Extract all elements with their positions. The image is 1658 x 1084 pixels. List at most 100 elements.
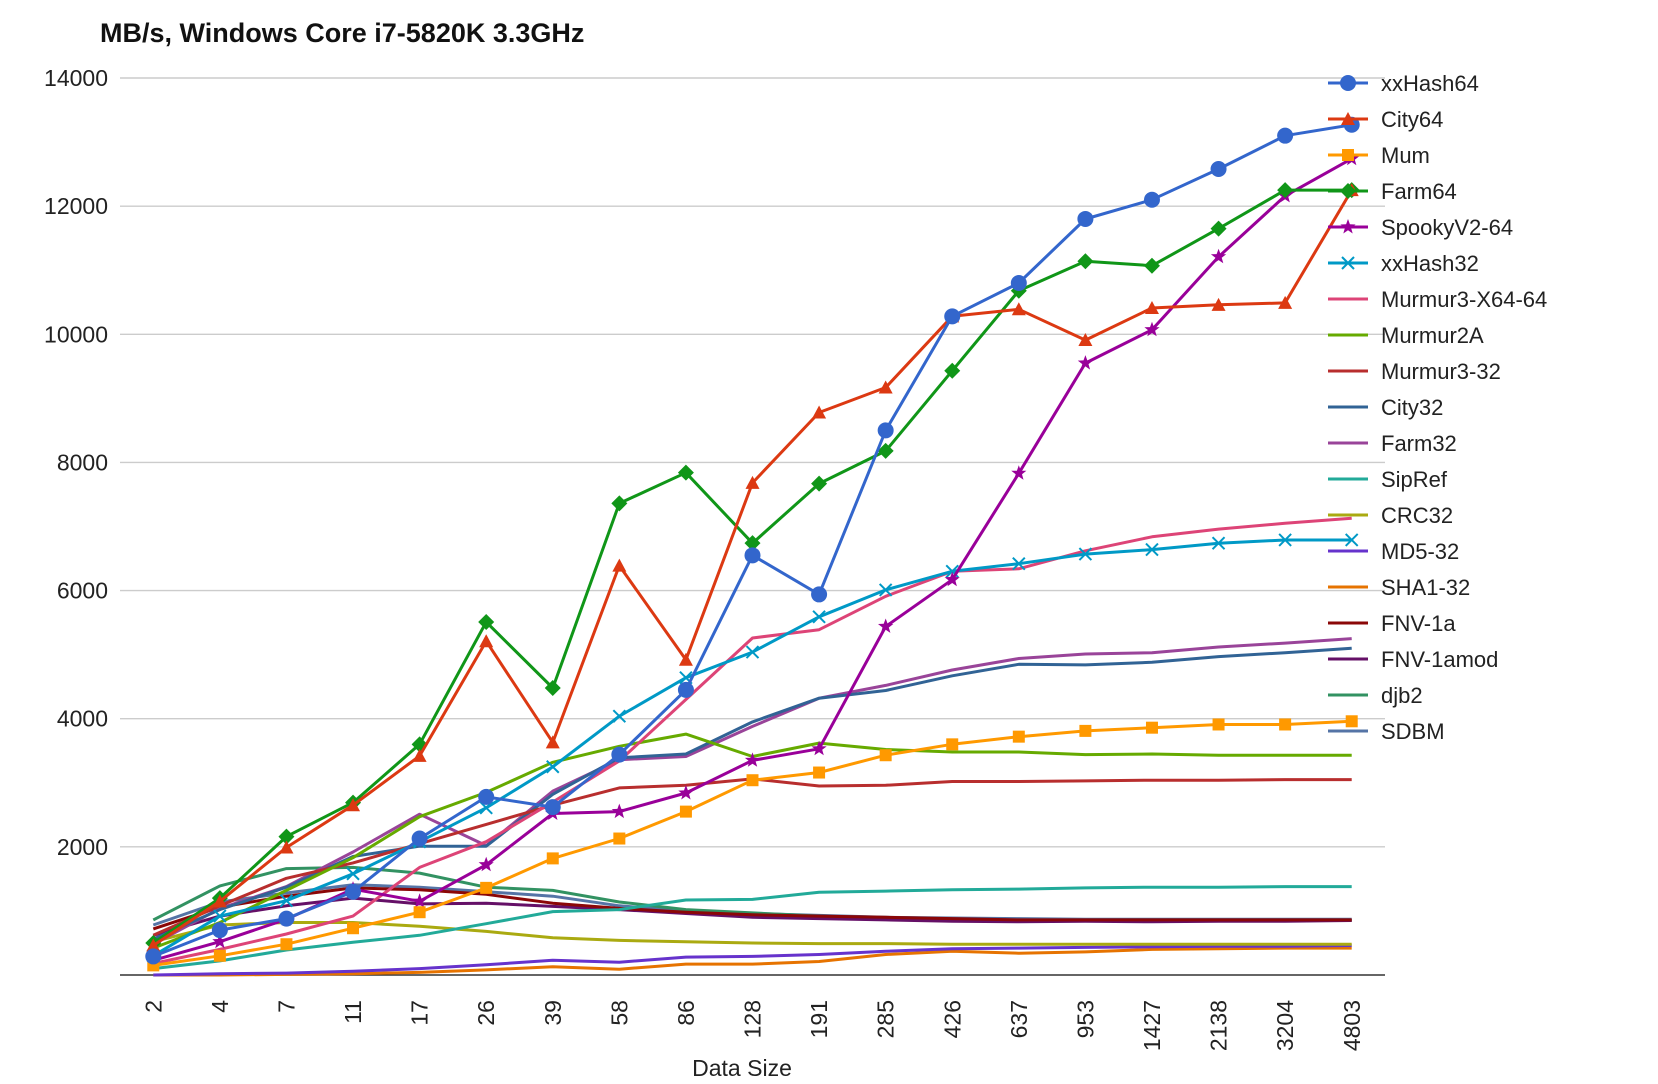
data-point-xxhash32: [1078, 547, 1093, 561]
data-point-xxhash64: [278, 910, 295, 927]
data-point-xxhash64: [1077, 210, 1094, 227]
data-point-mum: [813, 766, 826, 779]
marker-stroke: [1078, 547, 1093, 561]
legend-item-farm32: Farm32: [1328, 431, 1457, 456]
data-point-xxhash64: [611, 746, 628, 763]
legend-label: Murmur3-X64-64: [1381, 287, 1547, 312]
legend-marker: [1342, 149, 1354, 161]
series-line-fnv-1amod: [152, 896, 1352, 937]
data-point-city64: [479, 634, 494, 648]
legend-marker: [1341, 256, 1355, 270]
data-point-xxhash32: [1145, 542, 1159, 557]
x-tick-label: 285: [873, 1000, 899, 1038]
series-fnv-1amod: [152, 896, 1352, 937]
legend-label: MD5-32: [1381, 539, 1459, 564]
legend-item-city64: City64: [1328, 107, 1443, 132]
legend-item-sipref: SipRef: [1328, 467, 1448, 492]
legend-label: FNV-1amod: [1381, 647, 1498, 672]
y-tick-label: 4000: [57, 706, 108, 732]
legend-marker: [1341, 112, 1355, 125]
data-point-xxhash64: [1010, 275, 1027, 292]
series-line-sipref: [153, 885, 1352, 971]
data-point-mum: [946, 738, 959, 751]
data-point-spookyv2-64: [1144, 321, 1160, 337]
marker-stroke: [945, 564, 959, 579]
chart-title: MB/s, Windows Core i7-5820K 3.3GHz: [100, 18, 585, 48]
series-xxhash32: [146, 533, 1359, 963]
data-point-farm64: [611, 495, 628, 512]
data-point-spookyv2-64: [678, 785, 694, 800]
x-tick-label: 128: [740, 1000, 766, 1038]
marker-stroke: [213, 909, 227, 923]
marker-stroke: [1211, 536, 1226, 550]
data-point-spookyv2-64: [744, 752, 761, 767]
legend-item-farm64: Farm64: [1328, 179, 1457, 204]
marker-stroke: [745, 645, 760, 659]
data-point-xxhash32: [878, 583, 893, 597]
data-point-farm64: [1277, 182, 1294, 199]
x-tick-label: 191: [806, 1000, 832, 1038]
data-point-city64: [545, 735, 560, 749]
legend-label: djb2: [1381, 683, 1423, 708]
legend-item-murmur3-x64-64: Murmur3-X64-64: [1328, 287, 1547, 312]
data-point-spookyv2-64: [611, 803, 627, 819]
data-point-xxhash32: [213, 909, 227, 923]
data-point-city64: [878, 380, 893, 394]
data-point-xxhash32: [812, 610, 826, 624]
data-point-city64: [612, 558, 627, 572]
data-point-spookyv2-64: [1011, 465, 1027, 480]
data-point-city64: [279, 840, 294, 854]
data-point-farm64: [677, 464, 694, 481]
marker-stroke: [1012, 556, 1026, 571]
x-tick-label: 4803: [1339, 1000, 1365, 1051]
data-point-xxhash32: [612, 709, 627, 723]
data-point-city64: [745, 475, 760, 489]
x-tick-label: 4: [207, 1000, 233, 1013]
data-point-farm64: [278, 828, 295, 845]
series-line-city32: [152, 646, 1352, 941]
data-point-xxhash32: [1345, 533, 1359, 547]
data-point-xxhash32: [1211, 536, 1226, 550]
marker-stroke: [1145, 542, 1159, 557]
data-point-xxhash64: [345, 883, 362, 900]
legend-label: SDBM: [1381, 719, 1445, 744]
legend-item-xxhash32: xxHash32: [1328, 251, 1479, 276]
legend-item-sha1-32: SHA1-32: [1328, 575, 1470, 600]
data-point-farm64: [1077, 253, 1094, 270]
marker-stroke: [546, 760, 560, 774]
x-tick-label: 39: [540, 1000, 566, 1026]
axes: 2000 4000 6000 8000 10000 12000 14000 2 4 7 11 17 26…: [44, 65, 1385, 1051]
legend-label: City64: [1381, 107, 1443, 132]
legend-item-md5-32: MD5-32: [1328, 539, 1459, 564]
data-point-xxhash64: [411, 830, 428, 847]
data-point-city64: [1211, 297, 1226, 311]
data-point-mum: [1145, 721, 1158, 734]
data-point-mum: [1345, 715, 1358, 728]
data-point-mum: [1212, 718, 1225, 731]
legend-item-crc32: CRC32: [1328, 503, 1453, 528]
series-line-farm32: [152, 637, 1352, 946]
y-tick-label: 14000: [44, 65, 108, 91]
marker-stroke: [812, 610, 826, 624]
legend-label: FNV-1a: [1381, 611, 1456, 636]
data-point-city64: [412, 748, 427, 762]
legend-label: SipRef: [1381, 467, 1448, 492]
marker-stroke: [679, 671, 693, 685]
legend-marker: [1340, 219, 1356, 234]
y-tick-label: 2000: [57, 834, 108, 860]
series-md5-32: [153, 944, 1352, 977]
data-point-city64: [1078, 333, 1093, 347]
data-point-mum: [213, 949, 226, 962]
data-point-xxhash64: [211, 922, 228, 939]
legend-label: SpookyV2-64: [1381, 215, 1513, 240]
x-tick-label: 426: [939, 1000, 965, 1038]
series-line-murmur3-x64-64: [152, 516, 1352, 965]
x-tick-label: 86: [673, 1000, 699, 1026]
y-tick-label: 12000: [44, 193, 108, 219]
series-farm64: [145, 182, 1360, 951]
data-point-mum: [280, 938, 293, 951]
data-point-spookyv2-64: [412, 893, 428, 908]
legend-item-spookyv2-64: SpookyV2-64: [1328, 215, 1513, 240]
data-point-city64: [346, 798, 361, 812]
